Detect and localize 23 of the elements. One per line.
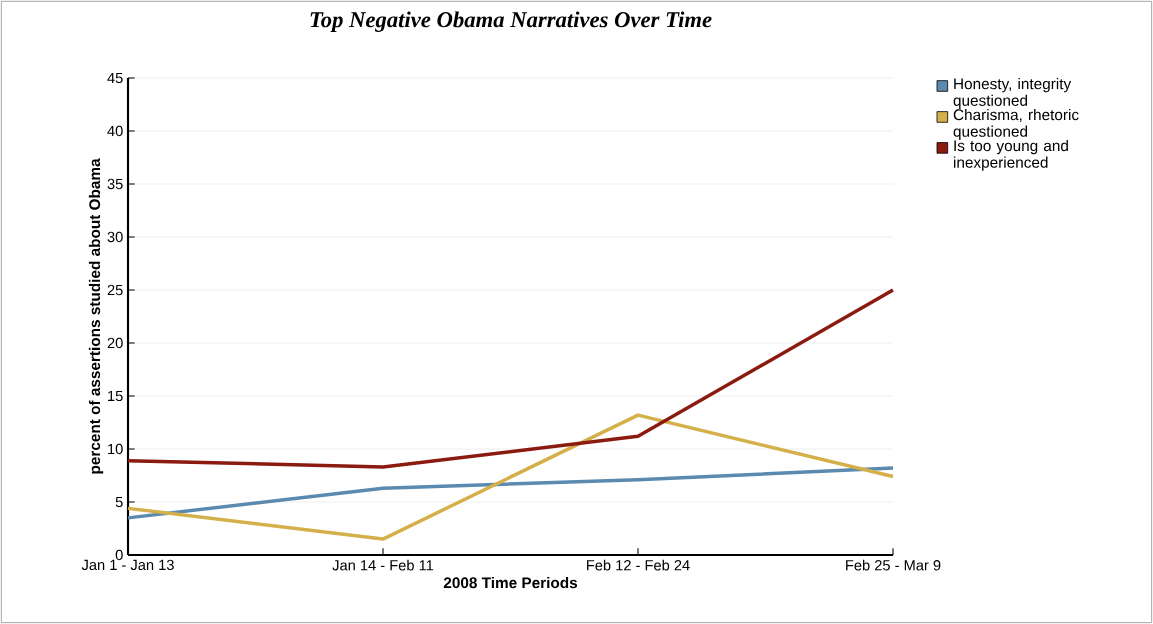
line-series — [126, 413, 895, 541]
y-axis-title: percent of assertions studied about Obama — [88, 158, 104, 474]
y-tick-label: 20 — [107, 337, 123, 349]
y-tick-label: 10 — [108, 443, 123, 455]
x-tick-label: Feb 25 - Mar 9 — [846, 559, 941, 571]
y-tick-label: 15 — [108, 390, 123, 402]
legend-label: Honesty, integrity questioned — [953, 78, 1072, 109]
line-series — [126, 288, 895, 469]
y-tick-label: 30 — [107, 231, 123, 243]
y-tick-label: 45 — [107, 72, 123, 84]
y-tick-label: 0 — [115, 549, 123, 561]
legend-label: Charisma, rhetoric questioned — [953, 108, 1079, 140]
y-tick-label: 35 — [107, 178, 123, 190]
x-tick-label: Feb 12 - Feb 24 — [587, 559, 690, 571]
line-series — [126, 466, 895, 520]
legend-label: Is too young and inexperienced — [954, 139, 1068, 171]
x-tick-label: Jan 14 - Feb 11 — [332, 559, 434, 571]
chart-title: Top Negative Obama Narratives Over Time — [310, 11, 712, 32]
x-tick-label: Jan 1 - Jan 13 — [81, 559, 174, 571]
y-tick-label: 5 — [115, 496, 123, 508]
x-axis-title: 2008 Time Periods — [443, 576, 578, 589]
y-tick-label: 40 — [107, 125, 123, 137]
y-tick-label: 25 — [107, 284, 123, 296]
